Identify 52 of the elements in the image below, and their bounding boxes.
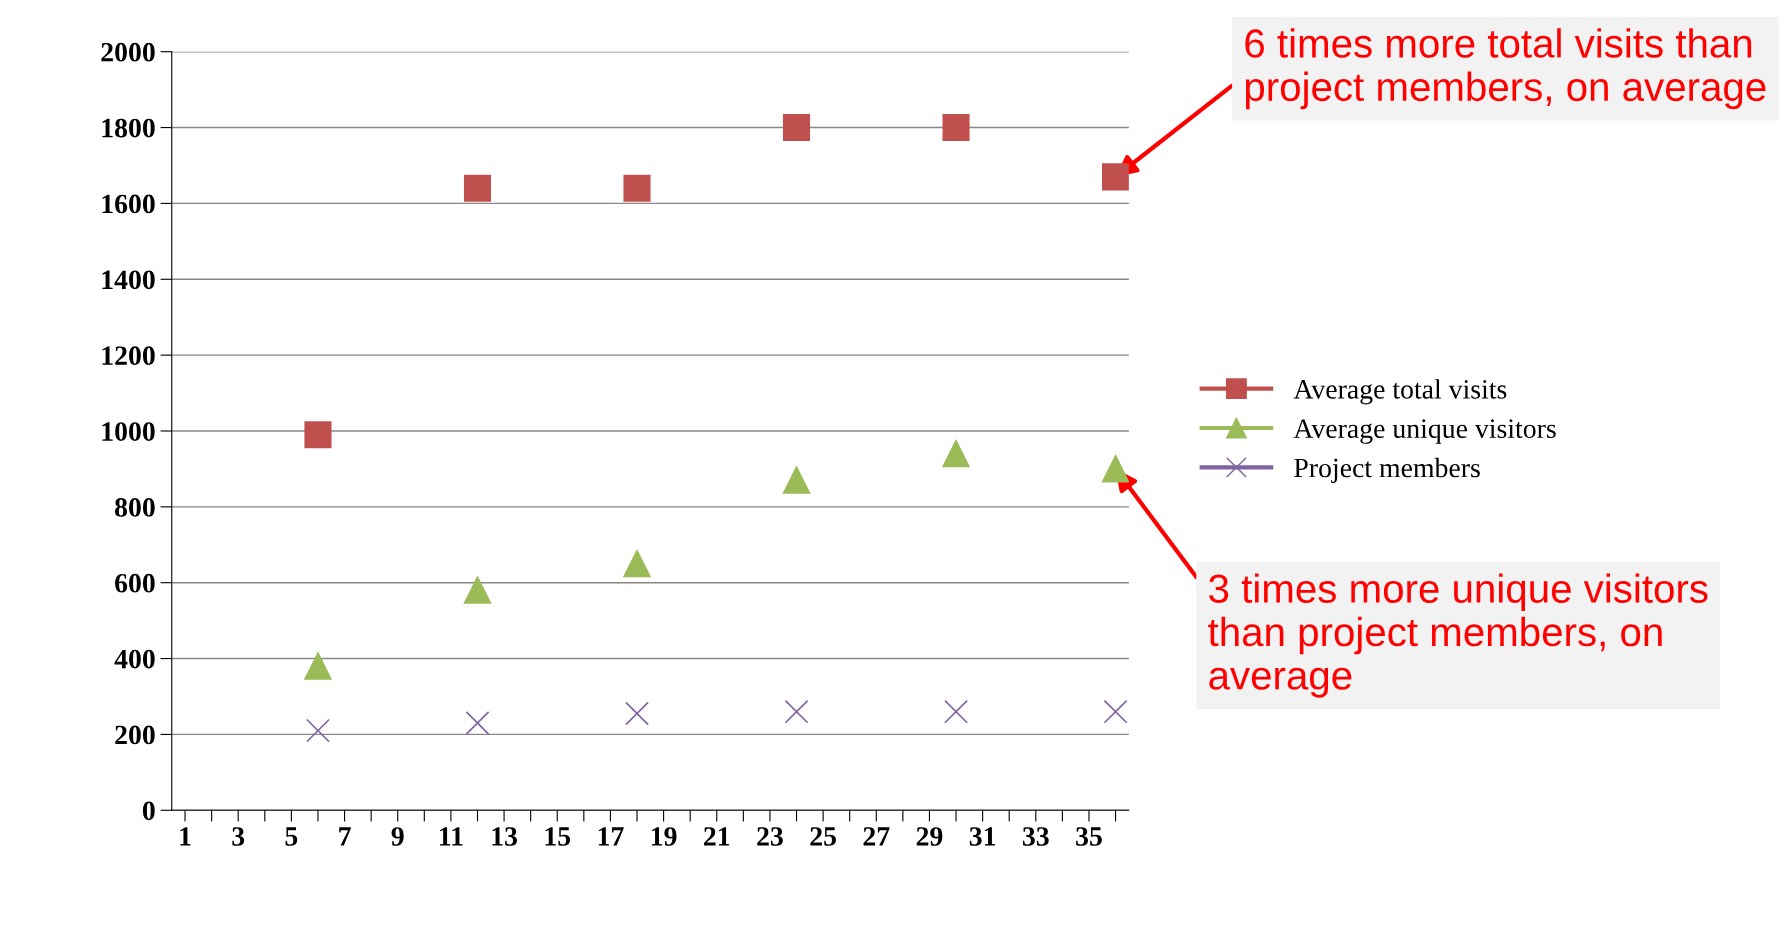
- x-tick-label: 35: [1076, 827, 1102, 846]
- point: [306, 718, 330, 743]
- x-tick-label: 33: [1022, 827, 1049, 846]
- x-tick-label: 5: [285, 827, 298, 846]
- x-tick-label: 23: [757, 827, 783, 846]
- point: [463, 576, 492, 604]
- legend-label: Average total visits: [1293, 379, 1507, 405]
- y-tick-label: 1000: [102, 422, 155, 441]
- x-tick-label: 19: [651, 827, 677, 846]
- x-tick-label: 9: [391, 827, 404, 846]
- y-tick-label: 400: [114, 649, 155, 669]
- x-tick-label: 17: [598, 827, 624, 846]
- x-tick-label: 13: [492, 827, 518, 846]
- x-tick-label: 25: [810, 827, 836, 846]
- x-tick-label: 15: [545, 827, 571, 846]
- legend-label: Average unique visitors: [1293, 419, 1556, 444]
- point: [463, 174, 492, 202]
- legend-label: Project members: [1294, 457, 1480, 483]
- point: [782, 466, 811, 494]
- y-tick-label: 600: [115, 573, 155, 593]
- point: [304, 652, 332, 680]
- x-tick-label: 31: [969, 827, 996, 846]
- annotation: 6 times more total visits than project members, on average: [1245, 28, 1766, 110]
- point: [465, 711, 490, 735]
- point: [944, 699, 968, 724]
- x-tick-label: 3: [232, 827, 245, 846]
- y-tick-label: 800: [115, 498, 155, 517]
- y-tick-label: 1200: [102, 346, 155, 366]
- x-tick-label: 21: [704, 827, 730, 846]
- point: [1102, 455, 1129, 483]
- annotation: 3 times more unique visitors than project members, on average: [1208, 573, 1708, 698]
- y-tick-label: 2000: [101, 42, 155, 62]
- x-tick-label: 1: [180, 827, 191, 846]
- point: [623, 550, 651, 578]
- y-tick-label: 1600: [102, 194, 155, 214]
- y-tick-label: 0: [142, 801, 155, 821]
- point: [942, 114, 970, 142]
- point: [623, 174, 651, 202]
- x-tick-label: 29: [916, 827, 943, 846]
- x-tick-label: 11: [440, 827, 463, 846]
- y-tick-label: 200: [115, 725, 155, 745]
- point: [784, 699, 809, 724]
- x-tick-label: 27: [863, 827, 890, 846]
- point: [304, 421, 332, 449]
- point: [1103, 699, 1128, 724]
- x-tick-label: 7: [339, 827, 351, 846]
- point: [942, 440, 970, 468]
- point: [782, 114, 811, 142]
- y-tick-label: 1400: [102, 270, 155, 290]
- point: [625, 701, 649, 726]
- y-tick-label: 1800: [102, 118, 155, 138]
- point: [1102, 163, 1129, 191]
